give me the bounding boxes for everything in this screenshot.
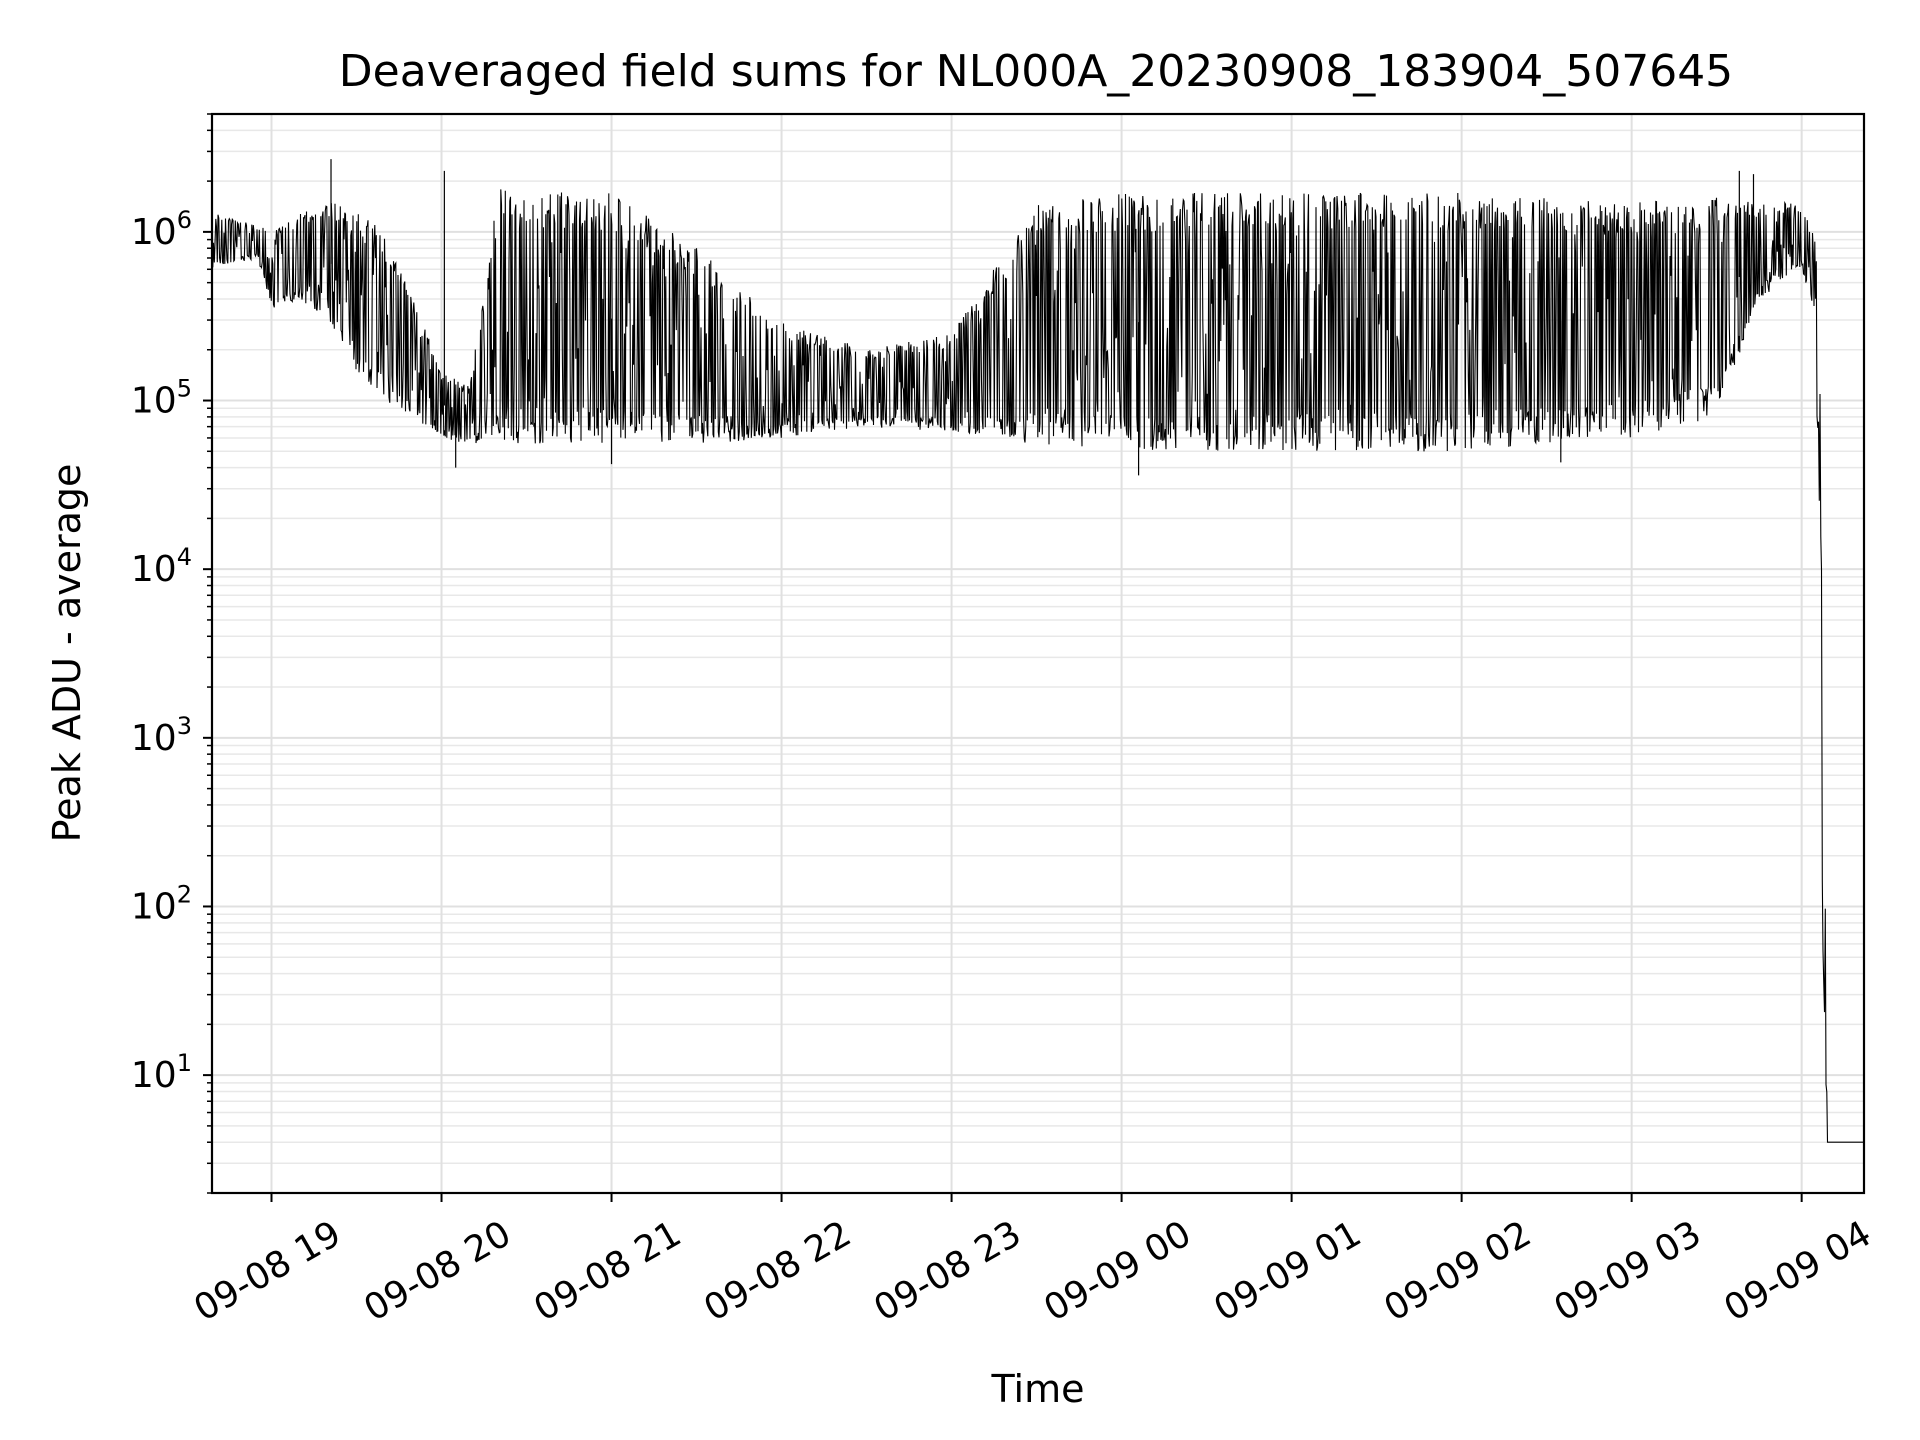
y-axis: 101 102 103 104 105 106 (131, 113, 212, 1194)
y-axis-label: Peak ADU - average (45, 464, 89, 843)
x-tick-label: 09-09 01 (1207, 1213, 1368, 1329)
x-tick-label: 09-08 21 (527, 1213, 688, 1329)
series-line (211, 189, 1864, 1143)
y-tick-label: 104 (131, 543, 192, 590)
x-tick-label: 09-09 03 (1547, 1213, 1708, 1329)
x-tick-label: 09-08 19 (187, 1213, 348, 1329)
y-tick-label: 105 (131, 375, 192, 422)
x-tick-label: 09-09 00 (1037, 1213, 1198, 1329)
x-tick-label: 09-08 20 (357, 1213, 518, 1329)
x-tick-label: 09-09 04 (1717, 1213, 1878, 1329)
y-tick-label: 106 (131, 206, 192, 253)
y-tick-label: 101 (131, 1049, 192, 1096)
plot-frame (210, 112, 1866, 1195)
x-axis-label: Time (991, 1367, 1085, 1411)
x-tick-label: 09-08 23 (867, 1213, 1028, 1329)
x-tick-label: 09-09 02 (1377, 1213, 1538, 1329)
y-tick-label: 103 (131, 712, 192, 759)
chart-title: Deaveraged field sums for NL000A_2023090… (339, 46, 1733, 97)
x-axis: 09-08 19 09-08 20 09-08 21 09-08 22 09-08 23… (187, 1193, 1878, 1330)
data-series (211, 159, 1864, 1143)
x-tick-label: 09-08 22 (697, 1213, 858, 1329)
y-tick-label: 102 (131, 880, 192, 927)
